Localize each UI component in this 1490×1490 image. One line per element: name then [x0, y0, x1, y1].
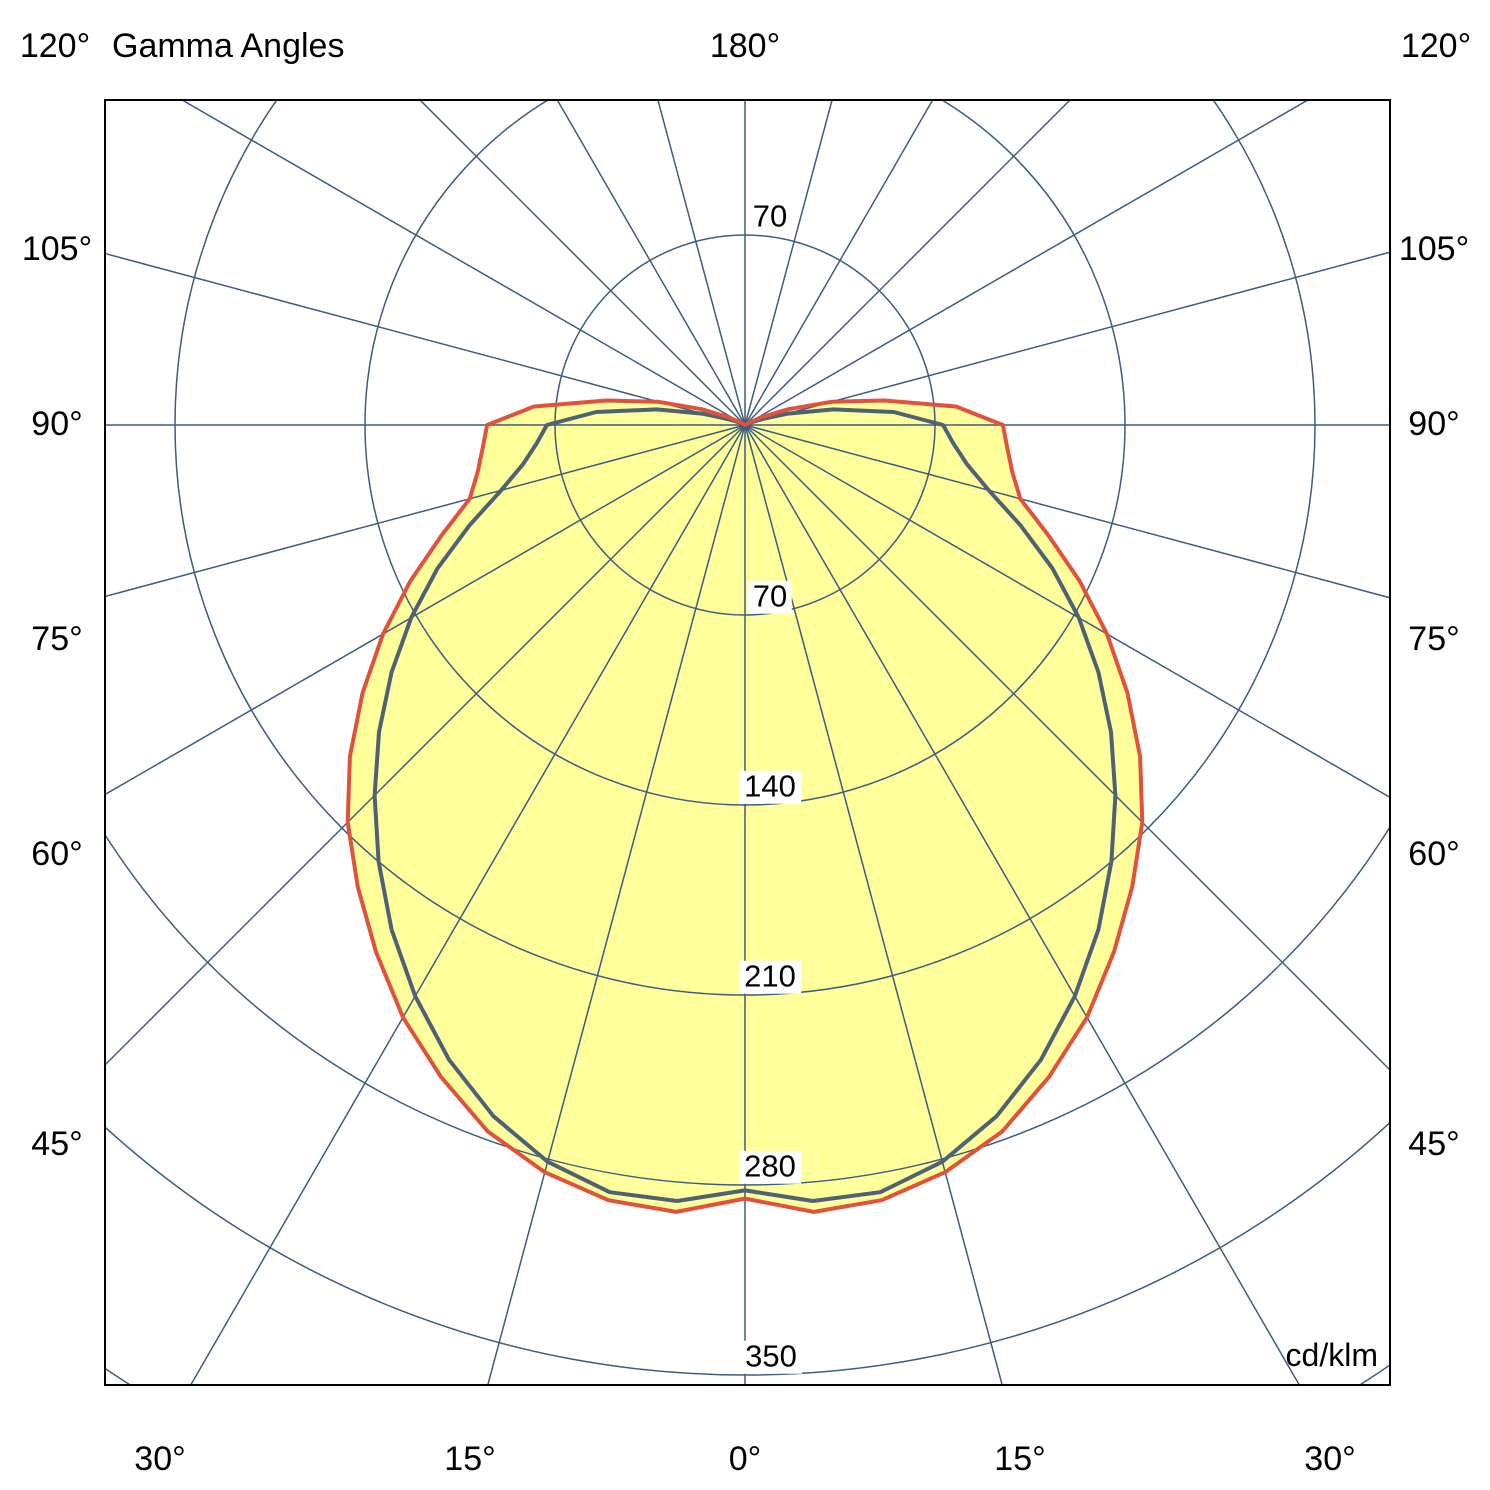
- grid-radial-line: [487, 424, 746, 1385]
- angle-label-left-75: 75°: [31, 620, 83, 659]
- angle-label-left-90: 90°: [31, 405, 83, 444]
- grid-radial-line: [105, 252, 746, 426]
- angle-label-right-60: 60°: [1408, 835, 1460, 874]
- ring-label-70: 70: [747, 580, 793, 614]
- angle-label-top-right: 120°: [1400, 27, 1472, 66]
- angle-label-bottom-15-right: 15°: [994, 1440, 1046, 1479]
- grid-radial-line: [744, 251, 1390, 426]
- angle-label-left-45: 45°: [31, 1125, 83, 1164]
- angle-label-bottom-0: 0°: [728, 1440, 762, 1479]
- unit-label: cd/klm: [1285, 1337, 1378, 1374]
- grid-radial-line: [105, 424, 746, 1067]
- angle-label-bottom-15-left: 15°: [444, 1440, 496, 1479]
- ring-label-350: 350: [740, 1340, 802, 1374]
- grid-radial-line: [744, 100, 1310, 426]
- angle-label-bottom-30-left: 30°: [134, 1440, 186, 1479]
- grid-radial-line: [744, 424, 1301, 1385]
- curve-C0-C180: [345, 398, 1145, 1214]
- grid-radial-line: [744, 424, 1390, 599]
- angle-label-left-105: 105°: [21, 230, 93, 269]
- curve-C90-C270: [372, 407, 1118, 1203]
- grid-radial-line: [180, 100, 746, 426]
- chart-title: Gamma Angles: [112, 27, 345, 66]
- grid-radial-line: [744, 100, 1072, 426]
- grid-radial-line: [105, 424, 746, 796]
- grid-radial-line: [418, 100, 746, 426]
- grid-radial-line: [744, 424, 1003, 1385]
- angle-label-right-75: 75°: [1408, 620, 1460, 659]
- grid-radial-line: [556, 100, 746, 426]
- grid-radial-line: [105, 424, 746, 598]
- ring-label-210: 210: [739, 960, 801, 994]
- angle-label-right-45: 45°: [1408, 1125, 1460, 1164]
- plot-frame: [104, 99, 1391, 1386]
- grid-radial-line: [744, 100, 833, 426]
- angle-label-right-90: 90°: [1408, 405, 1460, 444]
- angle-label-right-105: 105°: [1398, 230, 1470, 269]
- angle-label-top-left: 120°: [19, 27, 91, 66]
- grid-radial-line: [744, 100, 934, 426]
- ring-label-280: 280: [739, 1150, 801, 1184]
- grid-radial-line: [744, 424, 1390, 799]
- grid-radial-line: [657, 100, 746, 426]
- grid-radial-line: [744, 424, 1390, 1072]
- angle-label-left-60: 60°: [31, 835, 83, 874]
- grid-radial-line: [189, 424, 746, 1385]
- ring-label-140: 140: [739, 770, 801, 804]
- ring-label-70-above: 70: [747, 200, 793, 234]
- angle-label-bottom-30-right: 30°: [1304, 1440, 1356, 1479]
- angle-label-top-center: 180°: [709, 27, 781, 66]
